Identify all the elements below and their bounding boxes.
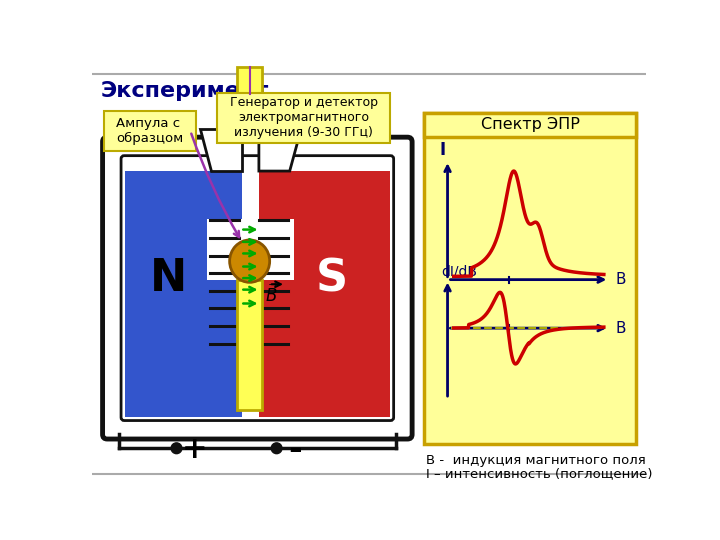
Polygon shape [199, 129, 242, 171]
FancyBboxPatch shape [217, 92, 390, 143]
FancyBboxPatch shape [104, 111, 196, 151]
Text: Спектр ЭПР: Спектр ЭПР [481, 117, 580, 132]
Text: Генератор и детектор
электромагнитного
излучения (9-30 ГГц): Генератор и детектор электромагнитного и… [230, 97, 377, 139]
Bar [425, 112, 636, 444]
Bar [125, 171, 242, 417]
Text: S: S [316, 258, 348, 300]
Text: Эксперимент: Эксперимент [101, 81, 269, 101]
Polygon shape [259, 129, 301, 171]
FancyBboxPatch shape [121, 156, 394, 421]
Text: I – интенсивность (поглощение): I – интенсивность (поглощение) [426, 468, 652, 481]
Text: dI/dB: dI/dB [441, 264, 477, 278]
Bar [207, 219, 242, 280]
Text: $\vec{B}$: $\vec{B}$ [266, 284, 279, 306]
Text: В: В [616, 321, 626, 336]
Text: N: N [150, 258, 186, 300]
Text: В -  индукция магнитного поля: В - индукция магнитного поля [426, 455, 646, 468]
Text: -: - [288, 433, 302, 467]
Ellipse shape [230, 240, 270, 282]
Bar [238, 280, 262, 410]
Text: I: I [440, 141, 446, 159]
Bar [238, 67, 262, 129]
Bar [259, 219, 294, 280]
FancyBboxPatch shape [102, 137, 412, 439]
Text: В: В [616, 272, 626, 287]
Bar [425, 112, 636, 137]
Circle shape [271, 443, 282, 454]
Text: +: + [182, 435, 208, 463]
Bar [259, 171, 390, 417]
Circle shape [171, 443, 182, 454]
Text: Ампула с
образцом: Ампула с образцом [117, 117, 184, 145]
